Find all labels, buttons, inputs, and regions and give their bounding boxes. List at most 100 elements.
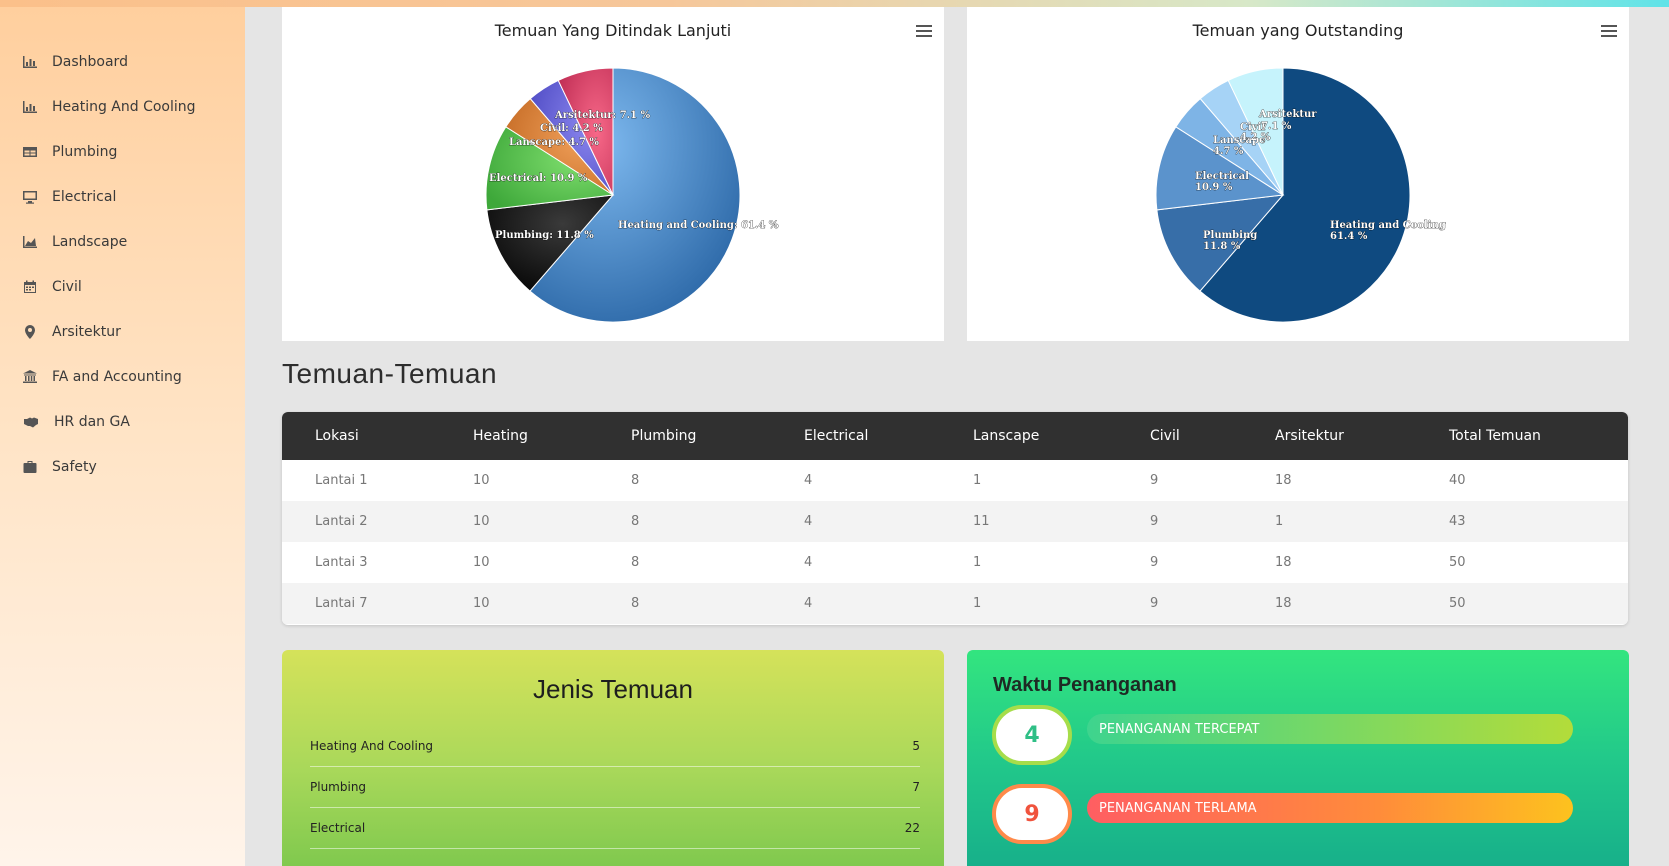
pie-label-electrical-value: 10.9 % [1195, 182, 1233, 193]
fastest-bar: PENANGANAN TERCEPAT [1087, 714, 1573, 744]
table-cell: 1 [973, 596, 982, 611]
table-row: Lantai 2 10 8 4 11 9 1 43 [282, 501, 1628, 542]
fastest-value: 4 [1024, 722, 1040, 748]
table-cell: 10 [473, 473, 490, 488]
pie-chart-ditindak-lanjuti: Heating and Cooling: 61.4 % Plumbing: 11… [485, 67, 779, 323]
table-cell: Lantai 3 [315, 555, 368, 570]
table-row: Lantai 3 10 8 4 1 9 18 50 [282, 542, 1628, 583]
chart-title: Temuan Yang Ditindak Lanjuti [494, 21, 732, 40]
pie-label-heating: Heating and Cooling: 61.4 % [618, 220, 779, 231]
pie-label-arsitektur: Arsitektur [1258, 109, 1317, 120]
pie-label-plumbing-value: 11.8 % [1203, 241, 1241, 252]
pie-label-electrical: Electrical: 10.9 % [489, 173, 588, 184]
column-header: Civil [1150, 428, 1180, 444]
list-item[interactable]: Electrical 22 [310, 808, 920, 849]
waktu-penanganan-card: Waktu Penanganan PENANGANAN TERCEPAT 4 P… [967, 650, 1629, 866]
fastest-label: PENANGANAN TERCEPAT [1099, 721, 1260, 737]
pie-chart-outstanding: Heating and Cooling 61.4 % Plumbing 11.8… [1155, 67, 1446, 323]
column-header: Plumbing [631, 428, 697, 444]
pie-slice-electrical[interactable] [1155, 126, 1285, 211]
longest-value: 9 [1024, 801, 1040, 827]
sidebar-item-label: HR dan GA [54, 414, 130, 430]
list-item-label: Heating And Cooling [310, 739, 434, 753]
table-cell: 10 [473, 514, 490, 529]
table-cell: 4 [804, 473, 813, 488]
table-cell: Lantai 7 [315, 596, 368, 611]
sidebar-item-heating-and-cooling[interactable]: Heating And Cooling [22, 92, 196, 122]
sidebar-item-fa-and-accounting[interactable]: FA and Accounting [22, 362, 182, 392]
monitor-icon [23, 191, 37, 204]
table-cell: 4 [804, 514, 813, 529]
sidebar-item-label: Arsitektur [52, 324, 121, 340]
sidebar-item-safety[interactable]: Safety [22, 452, 97, 482]
table-icon [23, 147, 37, 157]
sidebar-item-plumbing[interactable]: Plumbing [22, 137, 117, 167]
table-header: Lokasi Heating Plumbing Electrical Lansc… [282, 412, 1628, 460]
pie-label-plumbing: Plumbing [1203, 230, 1257, 241]
chart-menu-icon[interactable] [1601, 25, 1617, 39]
column-header: Lanscape [973, 428, 1040, 444]
bank-icon [23, 370, 37, 383]
pie-slice-heating-and-cooling[interactable] [1199, 67, 1411, 323]
pie-slice-arsitektur[interactable] [1227, 67, 1284, 196]
bar-chart-icon [23, 56, 37, 68]
table-cell: 43 [1449, 514, 1466, 529]
sidebar-item-electrical[interactable]: Electrical [22, 182, 116, 212]
table-cell: 8 [631, 514, 640, 529]
table-cell: 4 [804, 555, 813, 570]
table-cell: 50 [1449, 596, 1466, 611]
list-item-label: Electrical [310, 821, 366, 835]
table-cell: 9 [1150, 596, 1159, 611]
pie-slice-electrical[interactable] [485, 126, 615, 211]
table-cell: Lantai 2 [315, 514, 368, 529]
list-item[interactable]: Heating And Cooling 5 [310, 726, 920, 767]
table-row: Lantai 1 10 8 4 1 9 18 40 [282, 460, 1628, 501]
pie-slice-heating-and-cooling[interactable] [529, 67, 741, 323]
section-title: Temuan-Temuan [282, 358, 498, 389]
column-header: Heating [473, 428, 528, 444]
list-item-count: 5 [912, 739, 920, 753]
chart-menu-icon[interactable] [916, 25, 932, 39]
table-cell: 18 [1275, 596, 1292, 611]
sidebar-item-label: Dashboard [52, 54, 128, 70]
pie-slice-plumbing[interactable] [486, 194, 615, 292]
sidebar-item-civil[interactable]: Civil [22, 272, 82, 302]
pie-label-heating: Heating and Cooling [1330, 220, 1446, 231]
top-accent-bar [0, 0, 1669, 7]
pie-label-civil-value: 4.2 % [1240, 132, 1271, 143]
list-item-count: 22 [904, 821, 920, 835]
pie-slice-arsitektur[interactable] [557, 67, 614, 196]
pie-label-civil: Civil: 4.2 % [540, 123, 603, 134]
column-header: Lokasi [315, 428, 359, 444]
pie-label-civil: Civil [1240, 122, 1265, 133]
sidebar-item-dashboard[interactable]: Dashboard [22, 47, 128, 77]
list-item-label: Plumbing [310, 780, 367, 794]
table-cell: 8 [631, 473, 640, 488]
longest-label: PENANGANAN TERLAMA [1099, 800, 1257, 816]
table-cell: 1 [973, 555, 982, 570]
pie-label-lanscape-value: 4.7 % [1213, 146, 1244, 157]
sidebar-item-label: Heating And Cooling [52, 99, 196, 115]
sidebar-item-label: Safety [52, 459, 97, 475]
jenis-temuan-card: Jenis Temuan Heating And Cooling 5 Plumb… [282, 650, 944, 866]
table-cell: Lantai 1 [315, 473, 368, 488]
calendar-icon [24, 280, 36, 293]
table-cell: 40 [1449, 473, 1466, 488]
list-item[interactable]: Plumbing 7 [310, 767, 920, 808]
map-pin-icon [25, 325, 35, 339]
briefcase-icon [23, 461, 37, 473]
sidebar: Dashboard Heating And Cooling Plumbing E… [0, 7, 245, 866]
longest-bar: PENANGANAN TERLAMA [1087, 793, 1573, 823]
chart-title: Temuan yang Outstanding [1192, 21, 1404, 40]
pie-label-lanscape: Lanscape: 4.7 % [509, 137, 599, 148]
pie-label-heating-value: 61.4 % [1330, 231, 1368, 242]
handshake-icon [24, 417, 38, 428]
sidebar-item-landscape[interactable]: Landscape [22, 227, 127, 257]
sidebar-item-label: Plumbing [52, 144, 118, 160]
sidebar-item-hr-dan-ga[interactable]: HR dan GA [22, 407, 130, 437]
sidebar-item-arsitektur[interactable]: Arsitektur [22, 317, 121, 347]
sidebar-item-label: FA and Accounting [52, 369, 182, 385]
table-cell: 8 [631, 596, 640, 611]
table-cell: 1 [973, 473, 982, 488]
pie-slice-plumbing[interactable] [1156, 194, 1285, 292]
